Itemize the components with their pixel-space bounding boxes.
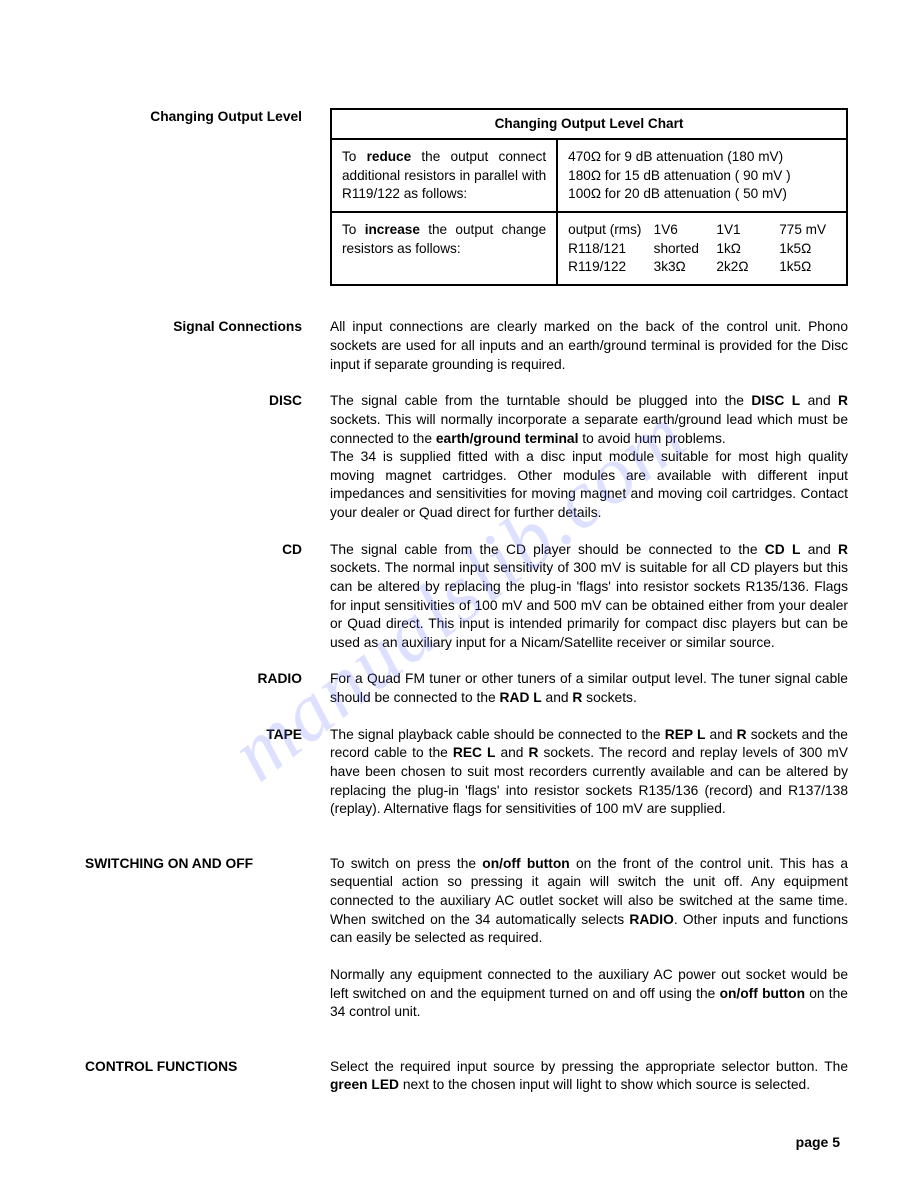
label-signal: Signal Connections	[85, 318, 330, 374]
g13: 1k5Ω	[779, 240, 836, 258]
cd-f1: CD L	[765, 542, 801, 557]
cd-f0: The signal cable from the CD player shou…	[330, 542, 765, 557]
increase-bold: increase	[365, 222, 420, 237]
g03: 775 mV	[779, 221, 836, 239]
reduce-pre: To	[342, 149, 367, 164]
tape-f2: and	[705, 727, 736, 742]
g00: output (rms)	[568, 221, 647, 239]
label-disc: DISC	[85, 392, 330, 522]
section-radio: RADIO For a Quad FM tuner or other tuner…	[85, 670, 848, 707]
sw-p1-0: To switch on press the	[330, 856, 482, 871]
section-control: CONTROL FUNCTIONS Select the required in…	[85, 1058, 848, 1095]
section-cd: CD The signal cable from the CD player s…	[85, 541, 848, 653]
text-signal: All input connections are clearly marked…	[330, 318, 848, 374]
disc-f5: earth/ground terminal	[436, 431, 579, 446]
label-cd: CD	[85, 541, 330, 653]
ctl-f1: green LED	[330, 1077, 399, 1092]
radio-f1: RAD L	[500, 690, 542, 705]
section-switching-2: Normally any equipment connected to the …	[85, 966, 848, 1022]
g23: 1k5Ω	[779, 258, 836, 276]
radio-f3: R	[572, 690, 582, 705]
ctl-f2: next to the chosen input will light to s…	[399, 1077, 810, 1092]
radio-f2: and	[542, 690, 573, 705]
label-control: CONTROL FUNCTIONS	[85, 1058, 330, 1095]
reduce-line-1: 180Ω for 15 dB attenuation ( 90 mV )	[568, 167, 836, 185]
g20: R119/122	[568, 258, 647, 276]
label-tape: TAPE	[85, 726, 330, 819]
disc-f0: The signal cable from the turntable shou…	[330, 393, 751, 408]
label-switching: SWITCHING ON AND OFF	[85, 855, 330, 948]
tape-f0: The signal playback cable should be conn…	[330, 727, 665, 742]
g02: 1V1	[716, 221, 773, 239]
chart-title: Changing Output Level Chart	[332, 110, 846, 140]
sw-p1-3: RADIO	[629, 912, 673, 927]
chart-row-increase: To increase the output change resistors …	[332, 213, 846, 284]
section-changing-output: Changing Output Level Changing Output Le…	[85, 108, 848, 286]
reduce-bold: reduce	[367, 149, 412, 164]
g10: R118/121	[568, 240, 647, 258]
label-radio: RADIO	[85, 670, 330, 707]
g22: 2k2Ω	[716, 258, 773, 276]
disc-f2: and	[800, 393, 838, 408]
tape-f3: R	[737, 727, 747, 742]
reduce-line-0: 470Ω for 9 dB attenuation (180 mV)	[568, 148, 836, 166]
sw-p1-1: on/off button	[482, 856, 569, 871]
tape-f1: REP L	[665, 727, 706, 742]
section-disc: DISC The signal cable from the turntable…	[85, 392, 848, 522]
section-switching: SWITCHING ON AND OFF To switch on press …	[85, 855, 848, 948]
cd-f3: R	[838, 542, 848, 557]
ctl-f0: Select the required input source by pres…	[330, 1059, 848, 1074]
output-level-chart: Changing Output Level Chart To reduce th…	[330, 108, 848, 286]
tape-f7: R	[529, 745, 539, 760]
g11: shorted	[654, 240, 711, 258]
section-tape: TAPE The signal playback cable should be…	[85, 726, 848, 819]
tape-f5: REC L	[453, 745, 496, 760]
disc-p2: The 34 is supplied fitted with a disc in…	[330, 448, 848, 523]
cd-f4: sockets. The normal input sensitivity of…	[330, 560, 848, 650]
disc-f1: DISC L	[751, 393, 800, 408]
chart-row-reduce: To reduce the output connect additional …	[332, 140, 846, 213]
disc-f3: R	[838, 393, 848, 408]
cd-f2: and	[800, 542, 838, 557]
disc-f6: to avoid hum problems.	[578, 431, 725, 446]
sw-p2-1: on/off button	[720, 986, 805, 1001]
g01: 1V6	[654, 221, 711, 239]
g21: 3k3Ω	[654, 258, 711, 276]
increase-pre: To	[342, 222, 365, 237]
page-number: page 5	[796, 1133, 840, 1152]
label-changing-output: Changing Output Level	[85, 108, 330, 286]
reduce-line-2: 100Ω for 20 dB attenuation ( 50 mV)	[568, 185, 836, 203]
tape-f6: and	[495, 745, 528, 760]
section-signal: Signal Connections All input connections…	[85, 318, 848, 374]
radio-f4: sockets.	[582, 690, 636, 705]
g12: 1kΩ	[716, 240, 773, 258]
